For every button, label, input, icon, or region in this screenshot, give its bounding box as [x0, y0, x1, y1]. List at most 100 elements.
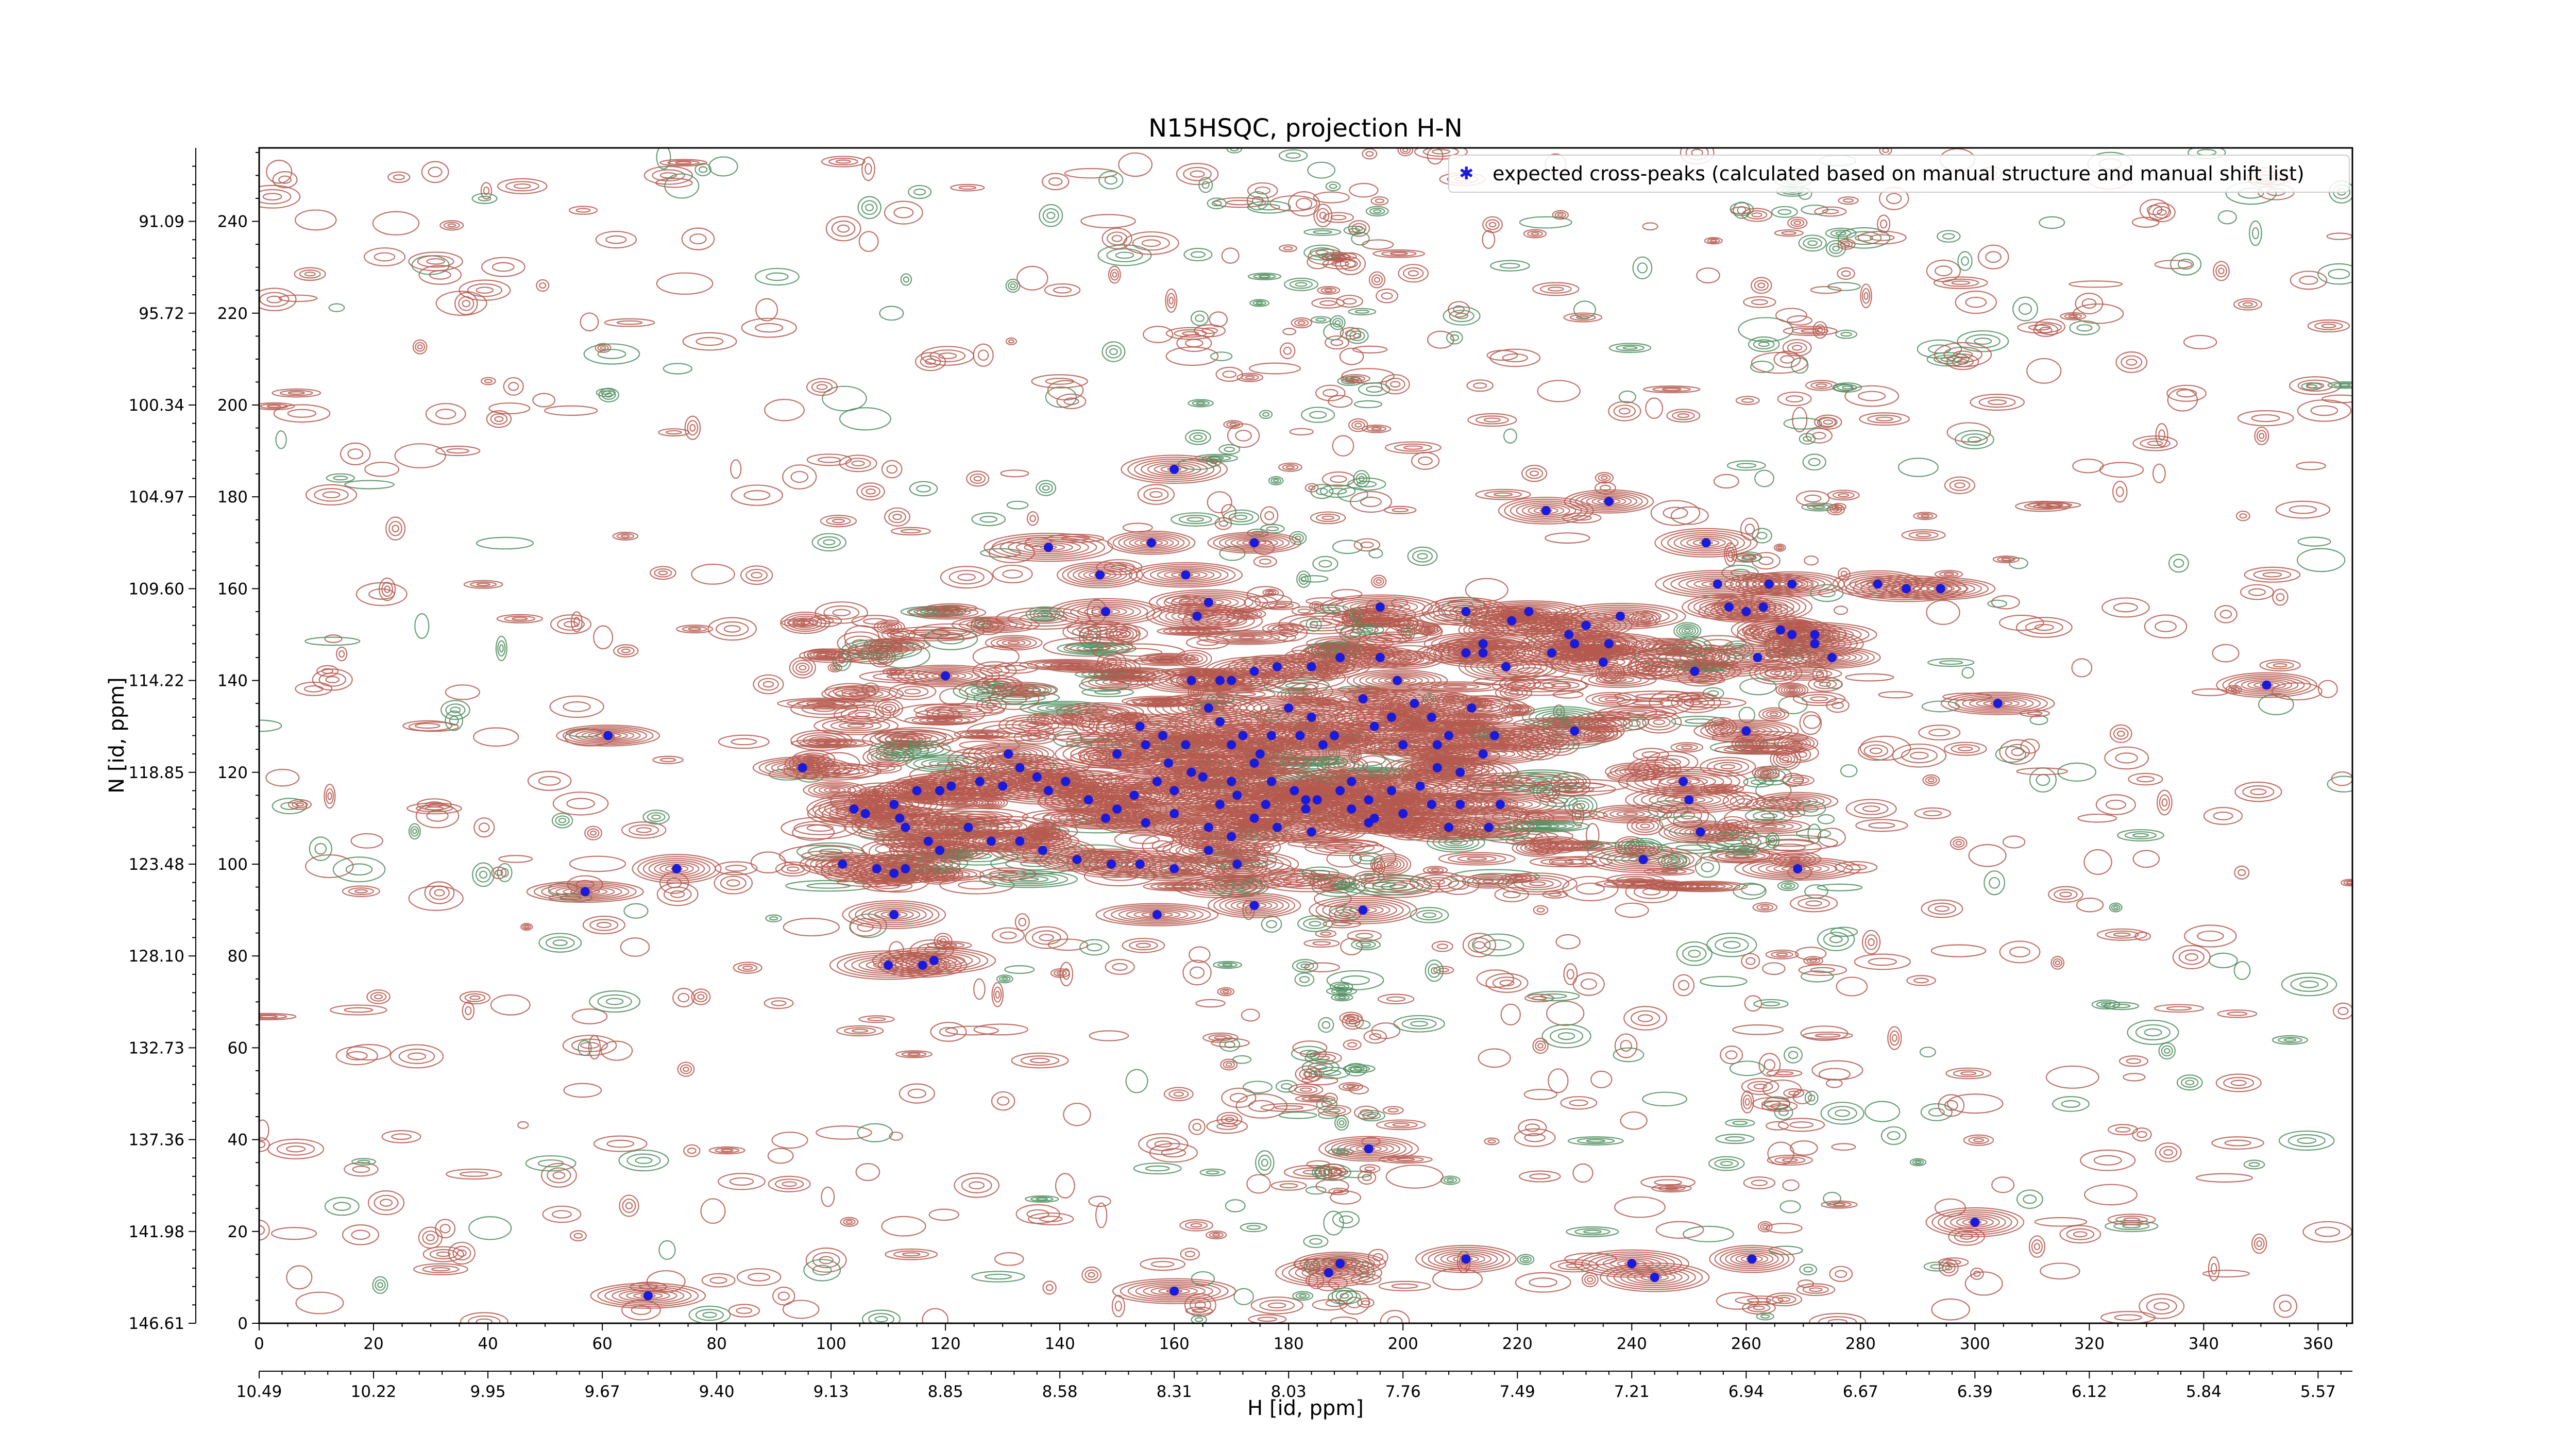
positive-noise-contour [1791, 345, 1803, 351]
negative-noise-contour [2173, 559, 2184, 568]
positive-noise-contour [2113, 602, 2138, 613]
positive-noise-contour [1970, 1267, 1984, 1280]
negative-noise-contour [1446, 1178, 1454, 1182]
positive-noise-contour [973, 978, 986, 1000]
positive-noise-contour [787, 866, 800, 872]
positive-noise-contour [922, 1308, 948, 1323]
positive-noise-contour [1792, 692, 1846, 706]
positive-noise-contour [1767, 1154, 1813, 1166]
positive-noise-contour [2126, 1058, 2142, 1064]
positive-noise-contour [1548, 1068, 1569, 1093]
positive-noise-contour [620, 534, 630, 538]
positive-noise-contour [584, 825, 602, 840]
positive-noise-contour [439, 220, 464, 231]
positive-noise-contour [470, 581, 497, 587]
positive-noise-contour [954, 1173, 999, 1198]
positive-noise-contour [393, 174, 405, 180]
positive-noise-contour [2146, 205, 2163, 215]
positive-noise-contour [325, 676, 340, 683]
negative-noise-contour [1622, 346, 1638, 350]
positive-noise-contour [1563, 312, 1603, 323]
negative-noise-contour [1827, 1106, 1857, 1121]
positive-noise-contour [2100, 1311, 2156, 1323]
positive-noise-contour [347, 448, 364, 460]
positive-noise-contour [2060, 312, 2087, 321]
positive-noise-contour [550, 614, 591, 634]
positive-noise-contour [494, 416, 504, 422]
negative-noise-contour [1449, 310, 1475, 323]
positive-noise-contour [1627, 658, 1680, 680]
negative-noise-contour [656, 148, 671, 170]
positive-noise-contour [1862, 805, 1880, 812]
positive-noise-contour [295, 802, 304, 807]
negative-noise-contour [1928, 1107, 1945, 1117]
positive-noise-contour [625, 1202, 633, 1209]
positive-noise-contour [689, 424, 696, 432]
positive-noise-contour [821, 156, 866, 167]
positive-noise-contour [1777, 546, 1783, 549]
negative-noise-contour [408, 823, 421, 840]
positive-noise-contour [299, 269, 321, 279]
positive-noise-contour [452, 1245, 471, 1261]
negative-noise-contour [1817, 883, 1863, 891]
positive-noise-contour [1539, 284, 1572, 294]
positive-noise-contour [2314, 1226, 2341, 1237]
positive-noise-contour [569, 206, 598, 215]
negative-noise-contour [1259, 410, 1273, 419]
positive-noise-contour [2016, 767, 2069, 776]
positive-noise-contour [2153, 206, 2172, 219]
negative-noise-contour [1541, 1024, 1591, 1049]
positive-noise-contour [832, 518, 845, 524]
negative-noise-contour [664, 173, 700, 199]
positive-noise-contour [1229, 1092, 1248, 1103]
positive-noise-contour [2273, 663, 2287, 668]
positive-noise-contour [540, 1162, 577, 1188]
positive-noise-contour [1168, 296, 1174, 305]
positive-noise-contour [600, 1040, 633, 1061]
positive-noise-contour [2139, 198, 2170, 221]
positive-noise-contour [928, 1208, 960, 1221]
positive-noise-contour [387, 171, 411, 183]
positive-noise-contour [1943, 742, 1987, 756]
positive-noise-contour [718, 734, 770, 749]
positive-noise-contour [1875, 416, 1893, 422]
positive-noise-contour [552, 791, 609, 816]
negative-noise-contour [879, 306, 904, 321]
positive-noise-contour [259, 1013, 297, 1021]
negative-noise-contour [1995, 746, 2026, 763]
positive-noise-contour [2224, 1139, 2251, 1147]
negative-noise-contour [328, 303, 345, 312]
positive-noise-contour [1921, 514, 1930, 518]
positive-noise-contour [2262, 572, 2282, 578]
positive-noise-contour [412, 339, 428, 355]
positive-noise-contour [1523, 1089, 1557, 1100]
positive-noise-contour [2123, 1217, 2140, 1222]
positive-noise-contour [2136, 776, 2155, 783]
positive-noise-contour [2215, 264, 2227, 278]
positive-noise-contour [2213, 261, 2230, 281]
positive-noise-contour [476, 287, 494, 294]
positive-noise-contour [259, 189, 292, 205]
positive-noise-contour [2017, 321, 2062, 334]
negative-noise-contour [1262, 412, 1270, 417]
negative-noise-contour [1522, 1257, 1529, 1262]
positive-noise-contour [858, 1015, 895, 1023]
positive-noise-contour [835, 159, 851, 164]
positive-noise-contour [1757, 1221, 1773, 1233]
positive-noise-contour [629, 824, 659, 836]
negative-noise-contour [2233, 961, 2251, 980]
positive-noise-contour [1025, 926, 1069, 949]
positive-noise-contour [1670, 742, 1704, 753]
positive-noise-contour [900, 529, 921, 534]
negative-noise-contour [2327, 381, 2352, 389]
negative-noise-contour [1577, 1138, 1615, 1144]
positive-noise-contour [1163, 1087, 1194, 1102]
negative-noise-contour [1243, 1081, 1273, 1094]
positive-noise-contour [389, 1044, 444, 1069]
positive-noise-contour [1955, 840, 1962, 846]
positive-noise-contour [1918, 724, 1961, 740]
positive-noise-contour [2069, 280, 2123, 288]
negative-noise-contour [909, 481, 938, 497]
positive-noise-contour [2132, 1127, 2152, 1142]
negative-noise-contour [2039, 216, 2065, 229]
